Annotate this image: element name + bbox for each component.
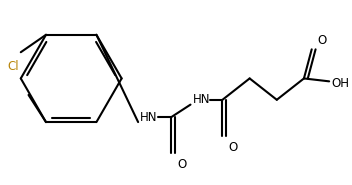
Text: OH: OH [331, 77, 349, 90]
Text: O: O [228, 140, 238, 154]
Text: O: O [177, 158, 186, 171]
Text: Cl: Cl [7, 60, 19, 73]
Text: HN: HN [140, 111, 158, 124]
Text: HN: HN [193, 93, 210, 106]
Text: O: O [318, 34, 327, 47]
